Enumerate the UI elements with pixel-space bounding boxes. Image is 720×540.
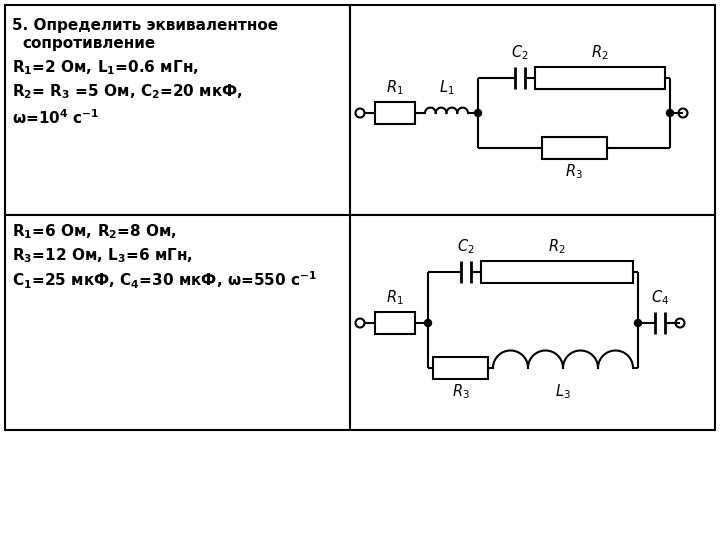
Text: $R_2$: $R_2$: [591, 43, 609, 62]
Text: $R_3$: $R_3$: [451, 382, 469, 401]
Circle shape: [356, 319, 364, 327]
Text: $C_4$: $C_4$: [651, 288, 669, 307]
Text: $R_2$: $R_2$: [548, 237, 566, 256]
Bar: [375, 102, 415, 124]
Bar: [481, 261, 633, 283]
Circle shape: [678, 109, 688, 118]
Text: $R_1$: $R_1$: [386, 78, 404, 97]
Text: $R_1$: $R_1$: [386, 288, 404, 307]
Text: $R_3$: $R_3$: [565, 162, 583, 181]
Text: $\mathbf{\omega}$=10$\mathbf{^4}$ с$\mathbf{^{-1}}$: $\mathbf{\omega}$=10$\mathbf{^4}$ с$\mat…: [12, 108, 99, 127]
Circle shape: [356, 109, 364, 118]
Circle shape: [425, 320, 431, 327]
Circle shape: [667, 110, 673, 117]
Text: $\mathbf{C_1}$=25 мкФ, $\mathbf{C_4}$=30 мкФ, $\mathbf{\omega}$=550 с$\mathbf{^{: $\mathbf{C_1}$=25 мкФ, $\mathbf{C_4}$=30…: [12, 270, 317, 292]
Text: $\mathbf{R_1}$=2 Ом, $\mathbf{L_1}$=0.6 мГн,: $\mathbf{R_1}$=2 Ом, $\mathbf{L_1}$=0.6 …: [12, 58, 199, 77]
Bar: [541, 137, 606, 159]
Text: 5. Определить эквивалентное: 5. Определить эквивалентное: [12, 18, 278, 33]
Bar: [433, 357, 488, 379]
Text: $\mathbf{R_2}$= $\mathbf{R_3}$ =5 Ом, $\mathbf{C_2}$=20 мкФ,: $\mathbf{R_2}$= $\mathbf{R_3}$ =5 Ом, $\…: [12, 82, 243, 100]
Text: $C_2$: $C_2$: [457, 237, 474, 256]
Circle shape: [474, 110, 482, 117]
Circle shape: [675, 319, 685, 327]
Circle shape: [634, 320, 642, 327]
Text: $C_2$: $C_2$: [511, 43, 528, 62]
Text: сопротивление: сопротивление: [22, 36, 156, 51]
Bar: [535, 67, 665, 89]
Text: $L_3$: $L_3$: [555, 382, 571, 401]
Text: $L_1$: $L_1$: [438, 78, 454, 97]
Text: $\mathbf{R_3}$=12 Ом, $\mathbf{L_3}$=6 мГн,: $\mathbf{R_3}$=12 Ом, $\mathbf{L_3}$=6 м…: [12, 246, 193, 265]
Text: $\mathbf{R_1}$=6 Ом, $\mathbf{R_2}$=8 Ом,: $\mathbf{R_1}$=6 Ом, $\mathbf{R_2}$=8 Ом…: [12, 222, 177, 241]
Bar: [5, 5, 715, 430]
Bar: [375, 312, 415, 334]
